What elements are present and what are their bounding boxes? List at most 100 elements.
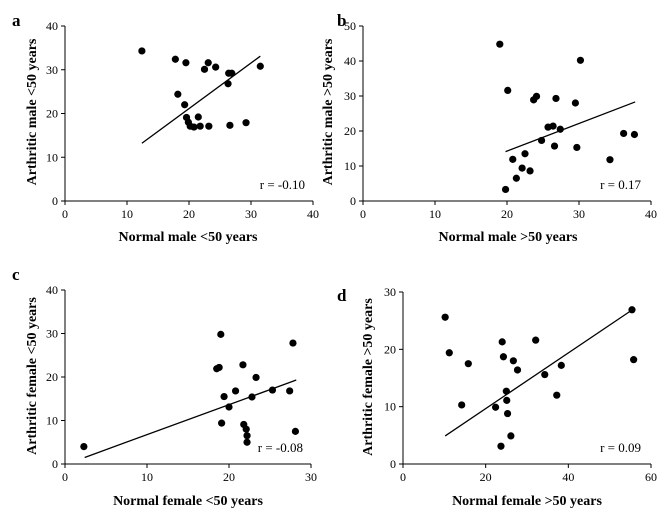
data-point [218, 419, 226, 427]
data-point [501, 185, 510, 194]
panel-label: a [12, 11, 21, 30]
data-point [138, 47, 146, 55]
data-point [204, 59, 212, 67]
x-tick-label: 20 [223, 470, 235, 484]
x-tick-label: 0 [400, 470, 406, 484]
x-tick-label: 30 [245, 207, 257, 221]
panel-a: 0 10 20 30 40 0 10 20 30 40 a r = -0.10 Normal male … [12, 11, 319, 245]
correlation-annotation: r = -0.08 [258, 440, 303, 455]
x-tick-label: 20 [480, 470, 492, 484]
data-point [291, 427, 300, 435]
data-point [243, 438, 251, 446]
x-tick-label: 0 [62, 470, 68, 484]
x-tick-label: 10 [429, 207, 441, 221]
x-tick-label: 30 [305, 470, 317, 484]
y-tick-label: 0 [52, 457, 58, 471]
data-point [80, 443, 88, 451]
y-tick-label: 30 [46, 327, 58, 341]
data-point [552, 94, 560, 103]
data-point [491, 403, 500, 411]
y-tick-label: 0 [350, 194, 356, 208]
data-point [171, 55, 179, 63]
panel-label: d [337, 286, 347, 305]
regression-line [505, 101, 636, 153]
data-point [541, 370, 549, 379]
x-tick-label: 20 [501, 207, 513, 221]
data-point [190, 123, 198, 131]
y-tick-label: 10 [46, 414, 58, 428]
data-point [458, 401, 466, 409]
y-axis-label: Arthritic female >50 years [361, 298, 376, 456]
y-axis-label: Arthritic male <50 years [25, 38, 40, 185]
data-point [549, 122, 557, 130]
data-point [252, 373, 260, 382]
data-point [537, 136, 546, 145]
data-point [217, 330, 225, 338]
panel-d: 0 20 40 60 0 10 20 30 d r = 0.09 Normal female >50… [337, 285, 657, 509]
data-point [220, 392, 228, 401]
x-tick-label: 0 [360, 207, 366, 221]
data-point [464, 360, 472, 368]
y-tick-label: 30 [384, 285, 396, 299]
panel-label: b [337, 11, 346, 30]
x-tick-label: 10 [121, 207, 133, 221]
x-axis-label: Normal female <50 years [113, 494, 263, 509]
data-point [628, 306, 636, 314]
regression-line [444, 309, 633, 437]
x-axis-label: Normal male <50 years [119, 230, 259, 245]
data-point [205, 122, 213, 130]
panel-c: 0 10 20 30 0 10 20 30 40 c r = -0.08 Normal female … [12, 265, 317, 509]
x-tick-label: 60 [645, 470, 657, 484]
data-point [507, 432, 515, 440]
data-point [194, 113, 202, 121]
data-point [550, 142, 559, 150]
regression-line [84, 379, 297, 459]
data-point [502, 387, 510, 395]
y-tick-label: 10 [344, 159, 356, 173]
y-axis-label: Arthritic female <50 years [25, 297, 40, 455]
data-point [200, 65, 209, 73]
data-point [441, 313, 449, 321]
data-point [215, 363, 223, 372]
data-point [504, 86, 512, 94]
data-point [557, 361, 565, 369]
data-point [532, 92, 541, 100]
x-tick-label: 10 [141, 470, 153, 484]
y-tick-label: 30 [344, 89, 356, 103]
y-tick-label: 20 [344, 124, 356, 138]
data-point [509, 155, 517, 163]
data-point [497, 442, 505, 450]
data-point [225, 403, 233, 411]
data-point [498, 338, 506, 346]
data-point [620, 129, 628, 138]
data-point [526, 167, 534, 175]
data-point [226, 121, 234, 129]
data-point [242, 425, 250, 433]
data-point [512, 174, 520, 182]
data-point [576, 56, 585, 64]
data-point [556, 125, 564, 133]
y-tick-label: 10 [46, 150, 58, 164]
y-tick-label: 20 [384, 342, 396, 356]
data-point [499, 353, 508, 361]
data-point [196, 122, 204, 130]
data-point [228, 69, 236, 77]
correlation-annotation: r = -0.10 [260, 177, 305, 192]
y-tick-label: 40 [46, 283, 58, 297]
y-tick-label: 40 [46, 19, 58, 33]
data-point [268, 386, 277, 394]
data-point [182, 59, 190, 67]
data-point [496, 40, 504, 48]
x-tick-label: 40 [645, 207, 657, 221]
y-tick-label: 50 [344, 19, 356, 33]
x-axis-label: Normal male >50 years [439, 230, 579, 245]
data-point [445, 349, 453, 357]
data-point [181, 101, 189, 109]
data-point [553, 391, 561, 399]
y-tick-label: 20 [46, 107, 58, 121]
data-point [239, 361, 247, 369]
x-tick-label: 20 [183, 207, 195, 221]
data-point [242, 119, 250, 127]
data-point [212, 63, 220, 71]
